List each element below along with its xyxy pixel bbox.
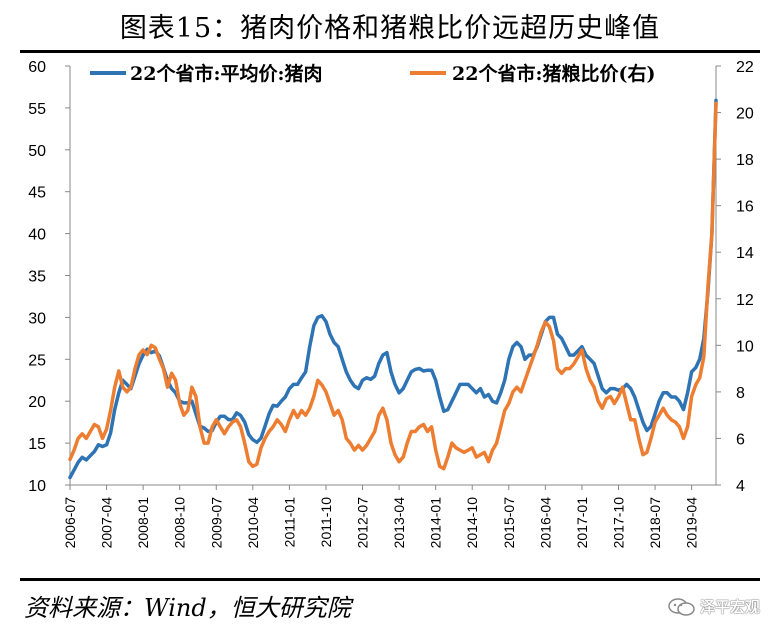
title-rule	[20, 50, 760, 53]
x-tick-label: 2017-01	[574, 497, 590, 549]
x-tick-label: 2011-01	[281, 497, 297, 548]
y-left-tick-label: 45	[28, 185, 46, 202]
x-tick-label: 2014-10	[464, 497, 480, 549]
source-rule	[20, 578, 760, 581]
chart-axes: 10 15 20 25 30 35 40 45 50 55 60 4 6 8 10 12 14 16 18 20 22 2…	[28, 59, 754, 548]
series-line-hog-grain-ratio	[68, 101, 718, 471]
y-left-tick-label: 25	[28, 352, 46, 369]
y-right-tick-label: 22	[736, 59, 754, 76]
x-tick-label: 2019-04	[684, 497, 700, 549]
y-left-tick-label: 10	[28, 478, 46, 495]
y-left-tick-label: 50	[28, 143, 46, 160]
x-tick-label: 2006-07	[62, 497, 78, 549]
y-right-tick-label: 6	[736, 431, 745, 448]
x-tick-label: 2016-04	[537, 497, 553, 549]
legend-label: 22个省市:平均价:猪肉	[130, 62, 322, 85]
y-left-tick-label: 30	[28, 310, 46, 327]
y-left-tick-label: 35	[28, 269, 46, 286]
y-left-tick-label: 60	[28, 59, 46, 76]
chart-title: 图表15：猪肉价格和猪粮比价远超历史峰值	[119, 13, 661, 44]
x-tick-label: 2007-04	[99, 497, 115, 549]
source-note: 资料来源：Wind，恒大研究院	[24, 594, 351, 622]
y-left-tick-label: 40	[28, 227, 46, 244]
x-tick-label: 2008-01	[135, 497, 151, 549]
y-right-tick-label: 12	[736, 292, 754, 309]
legend-label: 22个省市:猪粮比价(右)	[452, 62, 655, 85]
y-right-tick-label: 16	[736, 199, 754, 216]
watermark: 泽平宏观	[668, 596, 760, 617]
x-tick-label: 2008-10	[172, 497, 188, 549]
y-right-tick-label: 20	[736, 106, 754, 123]
series-line-pork-price	[68, 98, 718, 480]
x-tick-label: 2017-10	[610, 497, 626, 549]
x-tick-label: 2012-07	[355, 497, 371, 549]
chart-legend: 22个省市:平均价:猪肉 22个省市:猪粮比价(右)	[90, 62, 655, 85]
x-tick-label: 2009-07	[208, 497, 224, 549]
y-left-tick-label: 15	[28, 436, 46, 453]
y-right-tick-label: 8	[736, 385, 745, 402]
x-tick-label: 2014-01	[428, 497, 444, 549]
wechat-icon	[668, 597, 695, 616]
y-right-tick-label: 4	[736, 478, 745, 495]
chart-series	[68, 98, 718, 480]
y-left-tick-label: 20	[28, 394, 46, 411]
x-tick-label: 2018-07	[647, 497, 663, 549]
x-tick-label: 2011-10	[318, 497, 334, 548]
y-right-tick-label: 10	[736, 338, 754, 355]
y-right-tick-label: 14	[736, 245, 754, 262]
x-tick-label: 2013-04	[391, 497, 407, 549]
watermark-text: 泽平宏观	[699, 598, 760, 616]
x-tick-label: 2010-04	[245, 497, 261, 549]
x-tick-label: 2015-07	[501, 497, 517, 549]
y-left-tick-label: 55	[28, 101, 46, 118]
y-right-tick-label: 18	[736, 152, 754, 169]
